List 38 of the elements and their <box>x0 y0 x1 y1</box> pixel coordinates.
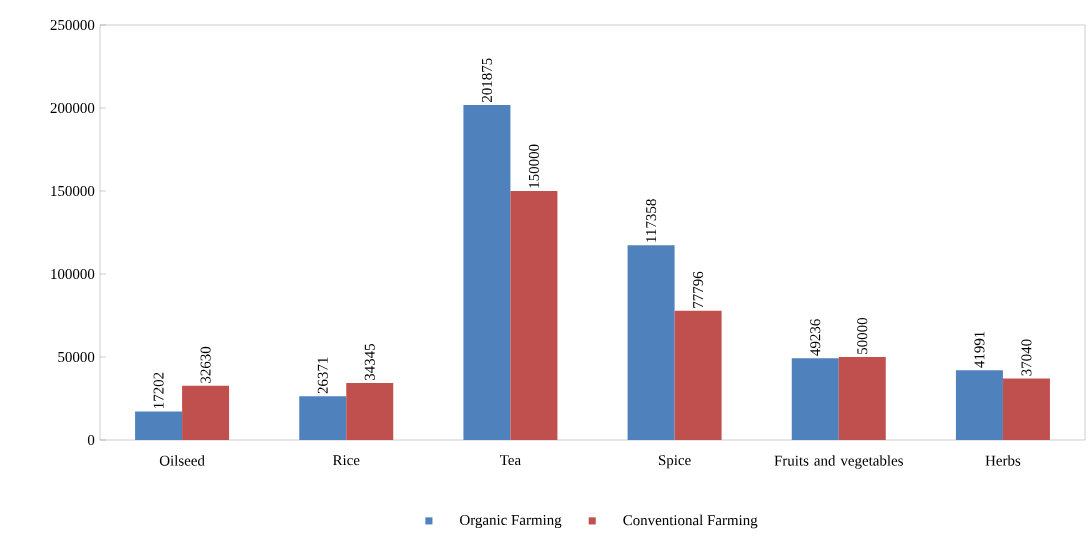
y-tick-label: 200000 <box>50 102 95 114</box>
data-label: 26371 <box>317 357 328 394</box>
data-label: 50000 <box>857 318 868 354</box>
x-tick-label: Rice <box>333 455 360 466</box>
bar <box>135 411 183 440</box>
bar <box>674 310 722 440</box>
data-label: 49236 <box>810 319 821 356</box>
data-label: 32630 <box>200 346 211 383</box>
x-tick-label: Spice <box>658 455 691 469</box>
data-label: 34345 <box>364 344 375 381</box>
bar <box>299 396 347 440</box>
data-label: 77796 <box>693 271 704 308</box>
data-label: 41991 <box>974 331 985 368</box>
bar <box>838 357 886 440</box>
bar <box>627 245 675 440</box>
data-label: 17202 <box>153 372 164 408</box>
x-tick-label: Fruits and vegetables <box>774 455 903 469</box>
legend-label: Conventional Farming <box>623 514 758 529</box>
bar <box>1002 378 1050 440</box>
y-tick-label: 150000 <box>51 185 95 197</box>
bar <box>955 370 1003 440</box>
bar <box>463 104 511 440</box>
x-tick-label: Tea <box>500 455 521 466</box>
y-tick-label: 100000 <box>51 268 95 280</box>
data-label: 201875 <box>481 58 492 103</box>
x-tick-label: Oilseed <box>159 455 205 466</box>
y-tick-label: 250000 <box>50 19 95 31</box>
x-tick-label: Herbs <box>985 455 1021 466</box>
bar <box>346 382 394 440</box>
data-label: 37040 <box>1021 339 1032 376</box>
y-tick-label: 0 <box>87 434 95 446</box>
bar <box>791 358 839 440</box>
data-label: 150000 <box>528 144 539 188</box>
bar <box>182 385 230 440</box>
legend-label: Organic Farming <box>460 514 562 529</box>
bar <box>510 191 558 440</box>
y-tick-label: 50000 <box>58 351 95 363</box>
data-label: 117358 <box>646 199 657 242</box>
